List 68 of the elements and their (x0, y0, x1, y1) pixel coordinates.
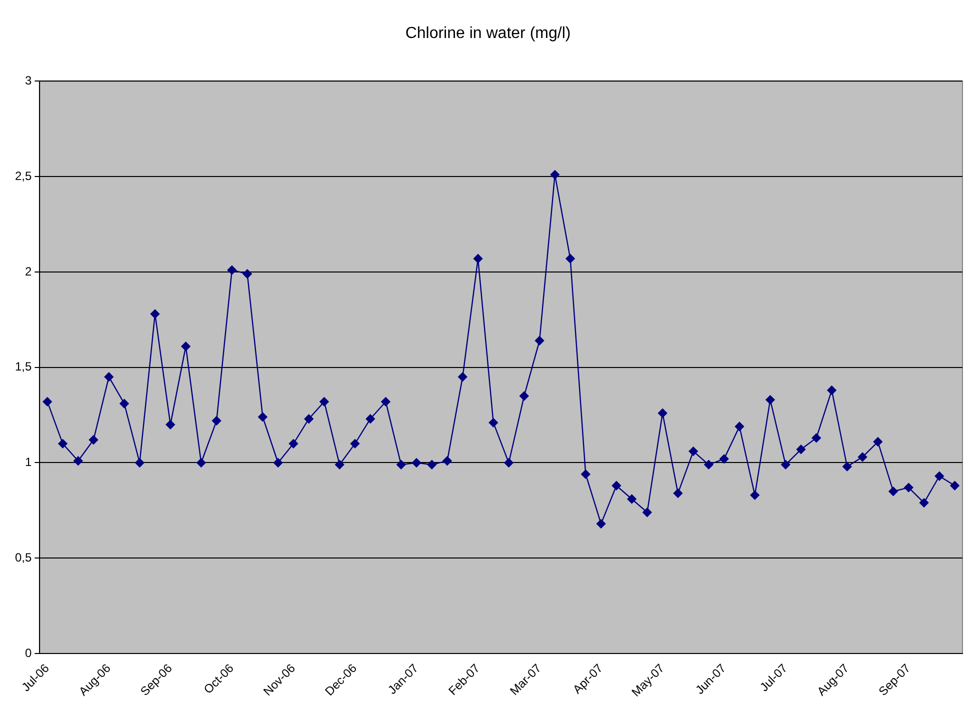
point (304, 414, 314, 424)
point (596, 519, 606, 528)
point (442, 456, 452, 466)
point (658, 408, 668, 418)
point (734, 422, 744, 432)
point (258, 412, 268, 422)
point (858, 452, 868, 462)
point (750, 490, 760, 500)
point (888, 486, 898, 496)
point (766, 395, 775, 404)
point (88, 435, 98, 444)
point (74, 456, 83, 466)
point (520, 391, 529, 401)
point (320, 397, 329, 406)
point (58, 439, 68, 448)
point (934, 472, 944, 481)
y-tick-label: 3 (24, 74, 32, 88)
point (904, 482, 914, 492)
point (581, 470, 590, 479)
point (612, 481, 622, 490)
point (242, 269, 252, 278)
point (196, 458, 206, 468)
point (704, 460, 714, 470)
point (227, 265, 237, 275)
point (273, 458, 283, 468)
point (488, 418, 498, 428)
point (688, 446, 698, 456)
point (842, 462, 852, 472)
point (719, 454, 729, 464)
point (42, 397, 52, 406)
point (504, 458, 514, 468)
point (381, 397, 390, 406)
chart-title: Chlorine in water (mg/l) (405, 25, 571, 42)
point (288, 439, 298, 448)
point (827, 386, 836, 395)
point (566, 254, 575, 264)
point (166, 420, 176, 430)
point (334, 460, 344, 470)
point (473, 254, 483, 264)
y-tick-label: 1 (24, 455, 32, 470)
point (104, 372, 114, 382)
point (181, 342, 190, 351)
point (150, 309, 160, 319)
y-tick-label: 2 (24, 264, 32, 278)
point (534, 336, 544, 346)
point (781, 460, 790, 470)
y-tick-label: 1,5 (14, 360, 32, 374)
point (950, 481, 960, 490)
point (458, 372, 468, 382)
point (396, 460, 406, 470)
point (627, 494, 636, 504)
point (673, 488, 683, 498)
point (427, 460, 436, 470)
point (919, 498, 929, 508)
point (412, 458, 422, 468)
point (120, 399, 129, 408)
point (796, 444, 806, 454)
point (212, 416, 222, 426)
y-tick-label: 2,5 (14, 168, 32, 183)
point (812, 433, 821, 443)
point (550, 170, 560, 180)
point (135, 458, 144, 468)
point (350, 439, 360, 448)
point (873, 437, 882, 446)
y-tick-label: 0,5 (14, 550, 32, 564)
point (366, 414, 375, 424)
y-tick-label: 0 (24, 646, 32, 660)
point (642, 508, 652, 517)
